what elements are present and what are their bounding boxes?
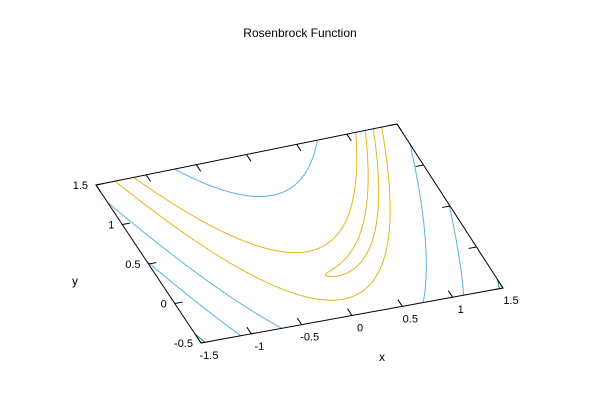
- y-tick-mark: [95, 183, 104, 186]
- x-axis-ticks: -1.5 -1 -0.5 0 0.5 1 1.5: [95, 123, 519, 362]
- x-tick-label: 0.5: [403, 313, 418, 325]
- chart-title: Rosenbrock Function: [243, 26, 356, 40]
- x-tick-mark: [196, 336, 202, 344]
- y-tick-mark-back: [442, 205, 451, 208]
- contour-line-level-700: [194, 278, 500, 343]
- x-axis-title: x: [379, 350, 385, 364]
- plot-border: [95, 123, 504, 344]
- y-axis-ticks: -0.5 0 0.5 1 1.5: [73, 123, 504, 350]
- x-tick-mark-back: [145, 174, 152, 182]
- x-tick-mark: [296, 317, 303, 325]
- y-tick-label: 0.5: [125, 259, 140, 271]
- y-tick-mark-back: [468, 246, 477, 249]
- x-tick-mark-back: [296, 144, 302, 152]
- y-tick-mark: [174, 301, 183, 304]
- x-tick-mark: [347, 308, 353, 316]
- x-tick-label: -0.5: [300, 332, 319, 344]
- y-axis-title: y: [72, 274, 78, 288]
- x-tick-mark-back: [246, 154, 252, 162]
- plot-frame: [95, 123, 504, 344]
- x-tick-mark-back: [346, 133, 352, 142]
- x-tick-label: 0: [357, 323, 363, 335]
- contour-line-level-10: [114, 126, 391, 301]
- y-tick-mark: [200, 341, 209, 344]
- x-tick-label: -1: [254, 341, 264, 353]
- x-tick-mark: [397, 299, 403, 307]
- x-tick-mark-back: [95, 184, 101, 192]
- y-tick-mark: [122, 222, 131, 225]
- contour-line-level-100: [107, 139, 427, 329]
- contour-lines: [107, 126, 500, 343]
- x-tick-mark-back: [396, 123, 402, 131]
- y-tick-mark-back: [495, 287, 504, 290]
- x-tick-mark: [246, 326, 252, 335]
- x-tick-label: -1.5: [200, 350, 219, 362]
- x-tick-label: 1: [458, 304, 464, 316]
- x-tick-mark: [498, 281, 504, 289]
- contour-line-level-300: [146, 204, 465, 337]
- y-tick-mark-back: [389, 123, 398, 126]
- x-tick-label: 1.5: [503, 295, 518, 307]
- contour-line-level-1: [325, 128, 380, 278]
- x-tick-mark-back: [195, 164, 202, 172]
- y-tick-label: 0: [161, 299, 167, 311]
- y-tick-label: 1.5: [73, 180, 88, 192]
- y-tick-label: 1: [108, 220, 114, 232]
- y-tick-mark: [148, 262, 157, 265]
- y-tick-label: -0.5: [174, 338, 193, 350]
- y-tick-mark-back: [415, 164, 424, 167]
- x-tick-mark: [447, 290, 454, 298]
